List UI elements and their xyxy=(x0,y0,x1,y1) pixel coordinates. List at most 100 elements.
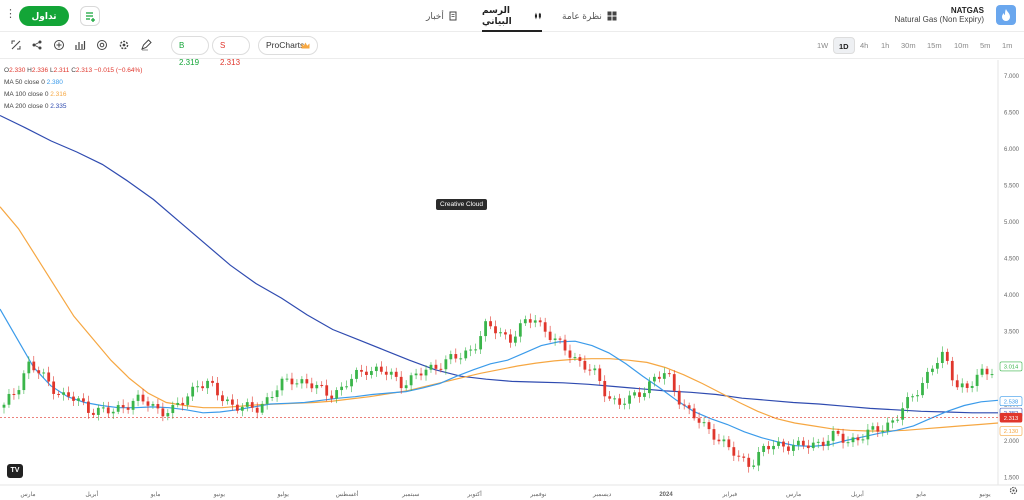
candle-body xyxy=(682,404,686,406)
candle-body xyxy=(886,422,890,431)
open-label: O xyxy=(4,67,10,74)
settings-icon[interactable] xyxy=(118,39,130,51)
price-chart[interactable]: 7.000 6.500 6.000 5.500 5.000 4.500 4.000 3.500… xyxy=(0,60,1024,500)
candle-body xyxy=(191,386,195,397)
candle-body xyxy=(876,426,880,432)
candle-body xyxy=(975,374,979,386)
candle-body xyxy=(509,334,512,343)
candle-body xyxy=(806,445,810,449)
tab-chart[interactable]: الرسم البياني xyxy=(482,0,542,32)
candle-body xyxy=(633,392,636,396)
candle-body xyxy=(980,368,984,375)
ma200-line xyxy=(0,114,998,414)
timeframe-1h[interactable]: 1h xyxy=(881,41,890,50)
candle-body xyxy=(811,442,815,449)
x-tick-label: أغسطس xyxy=(336,489,359,498)
candle-body xyxy=(851,437,855,443)
candle-body xyxy=(42,372,46,374)
candle-body xyxy=(260,403,264,413)
x-tick-label: يوليو xyxy=(276,491,289,498)
candle-body xyxy=(295,383,299,385)
tab-news[interactable]: أخبار xyxy=(426,0,458,32)
high-label: H xyxy=(27,67,32,74)
candle-body xyxy=(469,349,473,351)
candle-body xyxy=(459,358,463,360)
ma50-legend[interactable]: MA 50 close 0 2.380 xyxy=(4,77,142,89)
candle-body xyxy=(320,384,324,386)
candle-body xyxy=(935,362,939,369)
candle-body xyxy=(821,441,825,446)
candle-body xyxy=(921,382,924,396)
x-tick-label: يونيو xyxy=(978,492,991,498)
watchlist-button[interactable] xyxy=(80,6,100,26)
candle-body xyxy=(489,321,492,327)
timeframe-4h[interactable]: 4h xyxy=(860,41,869,50)
procharts-button[interactable]: ProCharts xyxy=(258,36,318,55)
trade-button[interactable]: تداول xyxy=(19,6,69,26)
timeframe-15m[interactable]: 15m xyxy=(927,41,942,50)
candle-body xyxy=(940,351,944,363)
candle-body xyxy=(151,404,155,406)
tab-overview[interactable]: نظرة عامة xyxy=(562,0,617,32)
candle-body xyxy=(315,384,319,389)
candle-body xyxy=(280,378,284,391)
candle-body xyxy=(484,321,487,337)
candle-body xyxy=(499,332,502,334)
candle-body xyxy=(156,404,160,409)
candle-body xyxy=(588,369,592,371)
procharts-label: ProCharts xyxy=(266,40,305,50)
add-comparison-icon[interactable] xyxy=(53,39,65,51)
candle-body xyxy=(826,440,830,446)
candle-body xyxy=(523,319,527,324)
ma200-legend[interactable]: MA 200 close 0 2.335 xyxy=(4,101,142,113)
candle-body xyxy=(662,373,666,379)
instrument-name: Natural Gas (Non Expiry) xyxy=(894,15,984,24)
chart-settings-icon[interactable] xyxy=(1009,486,1018,495)
candle-body xyxy=(57,393,61,395)
draw-pen-icon[interactable] xyxy=(140,39,152,51)
y-tick-label: 3.500 xyxy=(1004,329,1020,335)
candle-body xyxy=(677,390,681,405)
candle-body xyxy=(931,368,934,372)
candle-body xyxy=(777,441,780,446)
candle-body xyxy=(350,378,353,387)
share-icon[interactable] xyxy=(31,39,43,51)
timeframe-10m[interactable]: 10m xyxy=(954,41,969,50)
candle-body xyxy=(856,437,860,441)
candle-body xyxy=(494,326,497,334)
sell-price-button[interactable]: S 2.313 xyxy=(212,36,250,67)
candle-body xyxy=(335,390,339,399)
timeframe-1w[interactable]: 1W xyxy=(817,41,829,50)
candle-body xyxy=(285,378,289,380)
timeframe-30m[interactable]: 30m xyxy=(901,41,916,50)
low-label: L xyxy=(49,67,54,74)
candle-body xyxy=(206,380,209,389)
buy-price-button[interactable]: B 2.319 xyxy=(171,36,209,67)
candle-body xyxy=(727,439,731,448)
ma100-legend[interactable]: MA 100 close 0 2.316 xyxy=(4,89,142,101)
timeframe-5m[interactable]: 5m xyxy=(980,41,991,50)
ma100-value: 2.316 xyxy=(50,91,67,98)
y-tick-label: 6.000 xyxy=(1004,147,1020,153)
candle-body xyxy=(628,395,631,404)
tradingview-logo[interactable]: TV xyxy=(7,464,23,478)
candle-body xyxy=(126,407,130,410)
timeframe-1m[interactable]: 1m xyxy=(1002,41,1013,50)
timeframe-1d[interactable]: 1D xyxy=(833,37,855,54)
x-tick-label: ديسمبر xyxy=(592,492,612,498)
price-axis-label-box xyxy=(999,412,1023,423)
candle-body xyxy=(216,382,219,396)
collapse-icon[interactable] xyxy=(10,39,22,51)
candle-body xyxy=(409,375,413,386)
target-icon[interactable] xyxy=(96,39,108,51)
indicators-icon[interactable] xyxy=(74,39,86,51)
candle-body xyxy=(831,430,835,441)
candle-body xyxy=(424,369,428,376)
candle-body xyxy=(389,371,393,375)
newspaper-icon xyxy=(449,11,457,21)
candle-body xyxy=(896,419,900,421)
candle-body xyxy=(226,399,229,402)
candle-body xyxy=(538,320,542,323)
more-options-icon[interactable]: ⋮ xyxy=(5,8,16,20)
candle-body xyxy=(648,381,651,394)
